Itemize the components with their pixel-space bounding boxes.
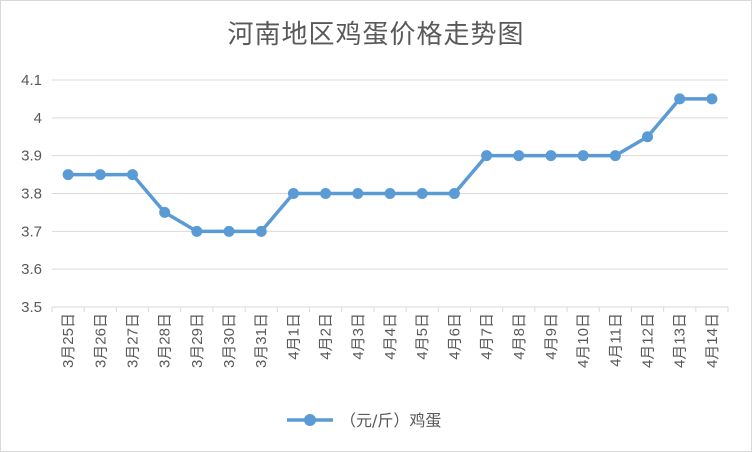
data-point: [448, 188, 460, 199]
data-point: [481, 150, 493, 162]
y-tick-label: 4.1: [21, 72, 42, 89]
data-point: [191, 225, 203, 237]
x-tick-label: 3月29日: [189, 313, 206, 368]
data-point: [642, 131, 654, 143]
data-point: [320, 188, 332, 199]
x-tick-label: 3月25日: [60, 313, 77, 368]
x-tick-label: 4月5日: [414, 313, 431, 360]
data-point: [577, 150, 589, 162]
x-tick-label: 4月3日: [350, 313, 367, 360]
y-tick-label: 3.5: [21, 299, 42, 316]
x-tick-label: 4月7日: [479, 313, 496, 360]
legend-point-marker: [304, 414, 316, 426]
legend: （元/斤）鸡蛋: [287, 411, 441, 430]
data-point: [223, 225, 235, 237]
data-point: [513, 150, 525, 162]
x-tick-label: 4月8日: [511, 313, 528, 360]
y-tick-label: 4: [34, 110, 42, 127]
x-tick-label: 4月13日: [672, 313, 689, 368]
y-tick-label: 3.6: [21, 261, 42, 278]
series-layer: [62, 93, 718, 237]
y-tick-label: 3.8: [21, 186, 42, 203]
data-point: [384, 188, 396, 199]
data-point: [706, 93, 718, 105]
data-point: [609, 150, 621, 162]
x-tick-label: 4月1日: [285, 313, 302, 360]
data-point: [255, 225, 267, 237]
x-tick-label: 3月26日: [92, 313, 109, 368]
x-axis-ticks: 3月25日 3月26日 3月27日 3月28日 3月29日 3月30日 3月31日 4月1日 4…: [60, 313, 721, 368]
data-point: [416, 188, 428, 199]
data-point: [62, 169, 74, 181]
data-point: [352, 188, 364, 199]
x-tick-label: 3月28日: [157, 313, 174, 368]
data-point: [126, 169, 138, 181]
legend-label: （元/斤）鸡蛋: [340, 411, 441, 430]
data-point: [674, 93, 686, 105]
data-point: [545, 150, 557, 162]
x-tick-label: 4月6日: [446, 313, 463, 360]
x-tick-label: 3月31日: [253, 313, 270, 368]
x-tick-label: 4月14日: [704, 313, 721, 368]
x-tick-label: 3月30日: [221, 313, 238, 368]
y-tick-label: 3.9: [21, 148, 42, 165]
x-tick-label: 4月12日: [640, 313, 657, 368]
x-tick-label: 4月9日: [543, 313, 560, 360]
chart-title: 河南地区鸡蛋价格走势图: [227, 20, 525, 50]
y-tick-label: 3.7: [21, 223, 42, 240]
x-tick-label: 4月2日: [318, 313, 335, 360]
data-point: [287, 188, 299, 199]
x-tick-label: 4月4日: [382, 313, 399, 360]
x-tick-label: 4月11日: [607, 313, 624, 367]
y-axis-ticks: 3.5 3.6 3.7 3.8 3.9 4 4.1: [21, 72, 42, 316]
x-tick-label: 4月10日: [575, 313, 592, 368]
x-tick-label: 3月27日: [124, 313, 141, 368]
data-point: [94, 169, 106, 181]
gridlines: [51, 79, 729, 312]
data-point: [159, 206, 171, 218]
